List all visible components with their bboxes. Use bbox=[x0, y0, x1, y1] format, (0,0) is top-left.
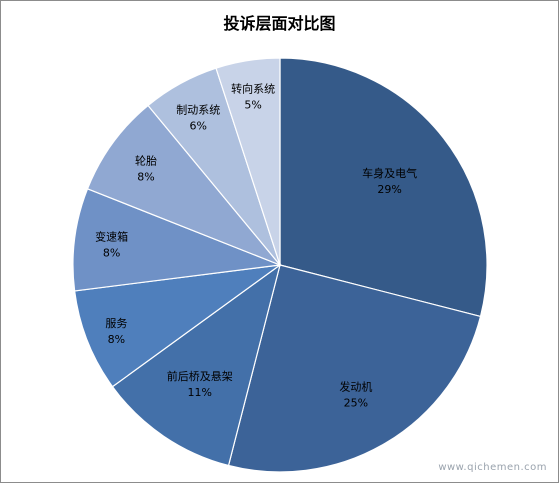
slice-label: 服务 bbox=[105, 317, 127, 330]
chart-title: 投诉层面对比图 bbox=[223, 14, 336, 33]
slice-label: 轮胎 bbox=[135, 154, 157, 168]
slice-percent-label: 8% bbox=[137, 171, 154, 184]
pie-slice bbox=[111, 263, 281, 467]
pie-slice bbox=[227, 264, 482, 473]
slice-label: 制动系统 bbox=[176, 103, 220, 116]
pie-slices bbox=[72, 57, 488, 473]
slice-label: 转向系统 bbox=[231, 81, 275, 95]
slice-percent-label: 11% bbox=[187, 386, 211, 399]
slice-label: 发动机 bbox=[339, 379, 372, 393]
slice-percent-label: 8% bbox=[108, 333, 125, 346]
slice-label: 变速箱 bbox=[95, 230, 128, 244]
slice-label: 前后桥及悬架 bbox=[167, 369, 233, 383]
slice-percent-label: 25% bbox=[344, 396, 368, 409]
pie-labels: 车身及电气 29% 发动机 25% 前后桥及悬架 11% 服务 8% 变速箱 8% 轮胎 8% 制动系统… bbox=[95, 81, 417, 409]
pie-slice bbox=[72, 188, 281, 292]
slice-percent-label: 6% bbox=[190, 119, 207, 132]
slice-percent-label: 8% bbox=[103, 247, 120, 260]
slice-percent-label: 5% bbox=[244, 98, 261, 111]
slice-percent-label: 29% bbox=[377, 183, 401, 196]
pie-slice bbox=[73, 264, 281, 388]
pie-slice bbox=[215, 57, 281, 266]
pie-slice bbox=[279, 57, 488, 318]
slice-label: 车身及电气 bbox=[362, 166, 417, 180]
pie-slice bbox=[86, 104, 281, 266]
watermark: www.qichemen.com bbox=[438, 462, 547, 473]
